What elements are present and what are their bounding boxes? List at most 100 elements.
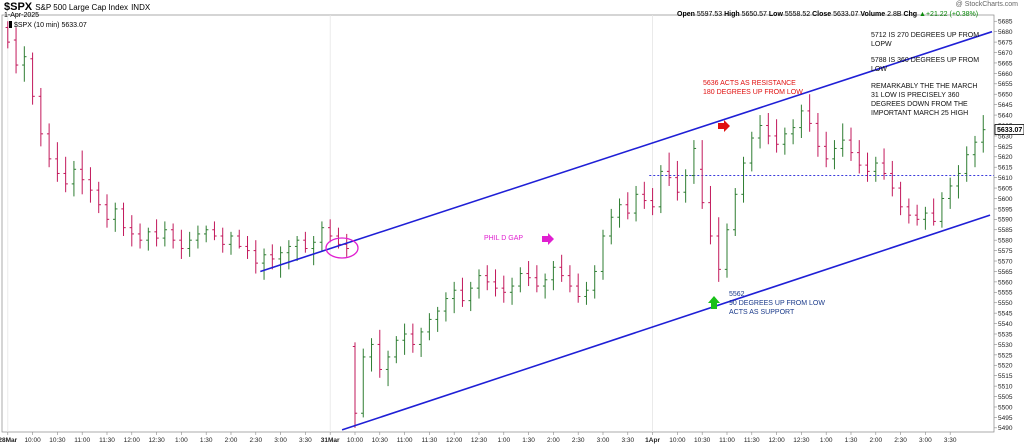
open-value: 5597.53 (696, 11, 723, 18)
y-tick-label: 5570 (998, 258, 1013, 265)
y-tick-label: 5625 (998, 144, 1013, 151)
y-tick-label: 5655 (998, 81, 1013, 88)
x-tick-label: 11:30 (99, 437, 115, 444)
x-tick-label: 1:00 (175, 437, 188, 444)
y-tick-label: 5670 (998, 50, 1013, 57)
y-tick-label: 5525 (998, 352, 1013, 359)
y-tick-label: 5640 (998, 112, 1013, 119)
x-tick-label: 1Apr (645, 437, 660, 444)
x-tick-label: 2:00 (869, 437, 882, 444)
y-tick-label: 5550 (998, 300, 1013, 307)
y-tick-label: 5665 (998, 60, 1013, 67)
x-tick-label: 2:00 (547, 437, 560, 444)
y-tick-label: 5615 (998, 165, 1013, 172)
x-tick-label: 10:00 (669, 437, 686, 444)
x-tick-label: 1:30 (522, 437, 535, 444)
resistance-arrow-icon (718, 120, 730, 132)
volume-label: Volume (860, 11, 886, 18)
x-tick-label: 10:30 (49, 437, 66, 444)
x-tick-label: 3:30 (944, 437, 957, 444)
x-tick-label: 10:00 (347, 437, 364, 444)
x-tick-label: 11:00 (74, 437, 90, 444)
triangle-up-icon: ▲ (919, 11, 926, 18)
x-tick-label: 12:00 (446, 437, 463, 444)
plot-border (1, 14, 995, 433)
x-tick-label: 3:00 (919, 437, 932, 444)
x-tick-label: 31Mar (321, 437, 340, 444)
chg-label: Chg (903, 11, 918, 18)
trend-channel-line (260, 30, 993, 273)
high-label: High (724, 11, 740, 18)
annotation-phil-d-gap: PHIL D GAP (484, 235, 524, 242)
x-tick-label: 11:30 (744, 437, 760, 444)
y-tick-label: 5540 (998, 321, 1013, 328)
y-tick-label: 5595 (998, 206, 1013, 213)
x-tick-label: 10:30 (694, 437, 711, 444)
trend-channel-line (341, 214, 991, 431)
last-value-label: 5633.07 (997, 127, 1022, 134)
y-tick-label: 5675 (998, 40, 1013, 47)
x-tick-label: 12:00 (768, 437, 785, 444)
x-tick-label: 11:00 (719, 437, 735, 444)
y-tick-label: 5515 (998, 373, 1013, 380)
x-tick-label: 1:00 (497, 437, 510, 444)
y-tick-label: 5580 (998, 238, 1013, 245)
annotation-support: 5562 90 DEGREES UP FROM LOW ACTS AS SUPP… (729, 291, 825, 316)
y-tick-label: 5685 (998, 19, 1013, 26)
x-tick-label: 2:30 (572, 437, 585, 444)
exchange-code: INDX (131, 3, 151, 12)
volume-value: 2.8B (887, 11, 902, 18)
y-tick-label: 5560 (998, 279, 1013, 286)
ohlc-readout: Open 5597.53 High 5650.57 Low 5558.52 Cl… (677, 11, 978, 18)
annotation-resistance: 5636 ACTS AS RESISTANCE 180 DEGREES UP F… (703, 80, 803, 96)
y-tick-label: 5605 (998, 185, 1013, 192)
last-value-box (994, 124, 1024, 135)
y-tick-label: 5575 (998, 248, 1013, 255)
chg-text: +21.22 (+0.38%) (925, 11, 979, 18)
high-value: 5650.57 (741, 11, 767, 18)
x-tick-label: 10:30 (372, 437, 389, 444)
x-tick-label: 3:30 (621, 437, 634, 444)
y-tick-label: 5650 (998, 92, 1013, 99)
legend-text: $SPX (10 min) 5633.07 (14, 22, 87, 29)
copyright-text: @ StockCharts.com (955, 1, 1018, 8)
y-tick-label: 5495 (998, 415, 1013, 422)
y-tick-label: 5630 (998, 133, 1013, 140)
open-label: Open (677, 11, 695, 18)
chg-value: ▲+21.22 (+0.38%) (919, 11, 978, 18)
y-tick-label: 5660 (998, 71, 1013, 78)
y-tick-label: 5535 (998, 331, 1013, 338)
annotation-360-degrees: 5788 IS 360 DEGREES UP FROM LOW (871, 57, 980, 73)
y-tick-label: 5590 (998, 217, 1013, 224)
y-tick-label: 5545 (998, 311, 1013, 318)
x-tick-label: 1:30 (845, 437, 858, 444)
low-value: 5558.52 (784, 11, 811, 18)
y-tick-label: 5510 (998, 384, 1013, 391)
close-label: Close (812, 11, 832, 18)
chart-date: 1-Apr-2025 (4, 12, 40, 19)
index-name: S&P 500 Large Cap Index (35, 3, 129, 12)
x-tick-label: 2:00 (225, 437, 238, 444)
x-tick-label: 28Mar (0, 437, 18, 444)
annotation-270-degrees: 5712 IS 270 DEGREES UP FROM LOPW (871, 32, 980, 48)
y-tick-label: 5530 (998, 342, 1013, 349)
y-tick-label: 5610 (998, 175, 1013, 182)
y-tick-label: 5505 (998, 394, 1013, 401)
x-tick-label: 12:30 (471, 437, 488, 444)
low-label: Low (768, 11, 783, 18)
gap-arrow-icon (542, 233, 554, 245)
x-tick-label: 1:30 (200, 437, 213, 444)
y-tick-label: 5620 (998, 154, 1013, 161)
x-tick-label: 12:30 (148, 437, 165, 444)
x-tick-label: 3:00 (597, 437, 610, 444)
x-tick-label: 12:00 (124, 437, 141, 444)
legend-swatch (9, 21, 12, 28)
x-tick-label: 2:30 (894, 437, 907, 444)
symbol-text: $SPX (4, 1, 33, 13)
y-tick-label: 5600 (998, 196, 1013, 203)
y-tick-label: 5645 (998, 102, 1013, 109)
x-tick-label: 1:00 (820, 437, 833, 444)
x-tick-label: 3:30 (299, 437, 312, 444)
x-tick-label: 3:00 (274, 437, 287, 444)
